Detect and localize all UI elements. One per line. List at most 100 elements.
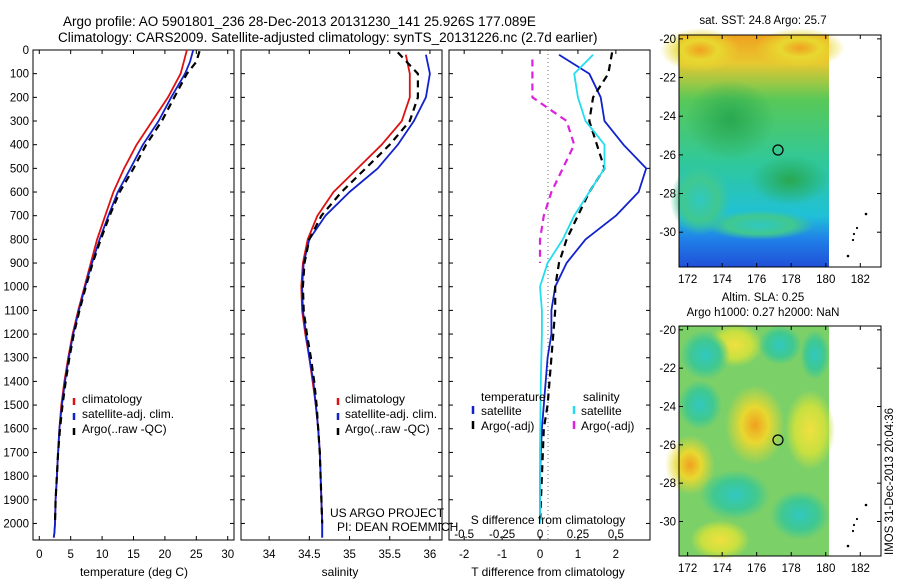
salinity-difference-top-ticks: -0.5 -0.25 0 0.25 0.5 bbox=[454, 529, 624, 541]
y-tick-label: 200 bbox=[10, 92, 29, 104]
sla-low-patch bbox=[678, 380, 722, 430]
difference-top-xlabel: S difference from climatology bbox=[471, 513, 626, 527]
series-line-argo-raw-qc- bbox=[301, 51, 419, 524]
x-tick-label: 5 bbox=[67, 549, 73, 561]
credit-line1: US ARGO PROJECT bbox=[330, 506, 445, 520]
salinity-panel: 34 34.5 35 35.5 36 climatology satellite-adj… bbox=[240, 49, 458, 579]
legend-label-argo: Argo(..raw -QC) bbox=[345, 422, 430, 436]
island-dot bbox=[851, 529, 855, 533]
difference-xlabel: T difference from climatology bbox=[471, 565, 625, 579]
island-dot bbox=[852, 523, 856, 527]
series-line-satellite bbox=[539, 54, 606, 524]
top-tick-label: 0 bbox=[537, 529, 543, 541]
x-tick-label: 180 bbox=[816, 274, 835, 286]
x-tick-label: -2 bbox=[459, 549, 469, 561]
temperature-xlabel: temperature (deg C) bbox=[80, 565, 188, 579]
y-tick-label: 0 bbox=[23, 45, 29, 57]
y-tick-label: -26 bbox=[659, 150, 676, 162]
legend-label-argo: Argo(..raw -QC) bbox=[82, 422, 167, 436]
sst-map-frame bbox=[678, 34, 882, 268]
temperature-panel: 0100200300400500600700800900100011001200… bbox=[3, 45, 235, 579]
x-tick-label: 34.5 bbox=[298, 549, 320, 561]
argo-location-marker bbox=[772, 144, 784, 156]
sst-green-patch bbox=[685, 80, 775, 160]
y-tick-label: 800 bbox=[10, 234, 29, 246]
x-tick-label: 25 bbox=[190, 549, 203, 561]
y-tick-label: 400 bbox=[10, 140, 29, 152]
sla-low-patch bbox=[758, 325, 802, 365]
x-tick-label: 35 bbox=[343, 549, 356, 561]
sla-map-title: Altim. SLA: 0.25 bbox=[722, 292, 804, 304]
salinity-xlabel: salinity bbox=[322, 565, 359, 579]
sst-map-title: sat. SST: 24.8 Argo: 25.7 bbox=[699, 15, 826, 27]
y-tick-label: -22 bbox=[659, 73, 676, 85]
x-tick-label: 176 bbox=[747, 274, 766, 286]
x-tick-label: 178 bbox=[782, 563, 801, 575]
island-dot bbox=[846, 254, 850, 258]
sst-map-field bbox=[660, 28, 845, 267]
y-tick-label: -24 bbox=[659, 402, 676, 414]
sla-map-subtitle: Argo h1000: 0.27 h2000: NaN bbox=[687, 307, 840, 319]
sla-high-patch bbox=[665, 435, 715, 495]
x-tick-label: 172 bbox=[678, 274, 697, 286]
sla-low-patch bbox=[800, 330, 830, 380]
x-tick-label: 35.5 bbox=[379, 549, 401, 561]
y-tick-label: 1000 bbox=[3, 282, 29, 294]
x-tick-label: 0 bbox=[36, 549, 42, 561]
temperature-series bbox=[52, 49, 201, 538]
y-tick-label: 2000 bbox=[3, 518, 29, 530]
legend-header-salinity: salinity bbox=[583, 390, 620, 404]
legend-label-satellite: satellite-adj. clim. bbox=[82, 407, 174, 421]
x-tick-label: 1 bbox=[575, 549, 581, 561]
salinity-axis-ticks: 34 34.5 35 35.5 36 bbox=[241, 49, 442, 561]
sst-green-patch bbox=[750, 155, 830, 205]
y-tick-label: 300 bbox=[10, 116, 29, 128]
sla-map-frame bbox=[678, 325, 882, 557]
island-dots bbox=[846, 503, 868, 548]
x-tick-label: 2 bbox=[613, 549, 619, 561]
y-tick-label: -30 bbox=[659, 227, 676, 239]
y-tick-label: 1100 bbox=[4, 305, 29, 317]
legend-label-s-argo: Argo(-adj) bbox=[581, 419, 634, 433]
sst-cyan-patch bbox=[705, 210, 815, 240]
sla-map-panel: Altim. SLA: 0.25 Argo h1000: 0.27 h2000:… bbox=[659, 292, 882, 575]
island-dot bbox=[846, 544, 850, 548]
sla-high-patch bbox=[690, 520, 750, 560]
y-tick-label: 1500 bbox=[3, 400, 29, 412]
y-tick-label: -30 bbox=[659, 517, 676, 529]
sla-low-patch bbox=[700, 470, 770, 520]
imos-timestamp-label: IMOS 31-Dec-2013 20:04:36 bbox=[884, 408, 896, 555]
island-dots bbox=[846, 212, 868, 258]
series-line-climatology bbox=[52, 49, 188, 538]
y-tick-label: -28 bbox=[659, 189, 676, 201]
difference-series bbox=[531, 52, 648, 524]
temperature-legend: climatology satellite-adj. clim. Argo(..… bbox=[72, 392, 174, 436]
top-tick-label: -0.5 bbox=[454, 529, 474, 541]
y-tick-label: -20 bbox=[659, 34, 676, 46]
island-dot bbox=[864, 503, 868, 507]
series-line-satellite bbox=[539, 53, 648, 524]
salinity-plot-frame bbox=[240, 49, 443, 541]
temperature-plot-frame bbox=[32, 49, 235, 541]
y-tick-label: -26 bbox=[659, 440, 676, 452]
y-tick-label: -22 bbox=[659, 363, 676, 375]
x-tick-label: 10 bbox=[96, 549, 109, 561]
x-tick-label: 180 bbox=[816, 563, 835, 575]
y-tick-label: 900 bbox=[10, 258, 29, 270]
difference-plot-frame bbox=[448, 49, 651, 541]
sla-map-field bbox=[665, 323, 835, 560]
y-tick-label: 1300 bbox=[3, 353, 29, 365]
legend-label-t-satellite: satellite bbox=[481, 404, 522, 418]
y-tick-label: 100 bbox=[10, 69, 29, 81]
x-tick-label: 0 bbox=[537, 549, 543, 561]
x-tick-label: 178 bbox=[782, 274, 801, 286]
sla-high-patch bbox=[785, 390, 835, 470]
x-tick-label: 30 bbox=[221, 549, 234, 561]
series-line-argo-adj- bbox=[531, 59, 576, 263]
series-line-argo-adj- bbox=[538, 52, 614, 524]
legend-label-t-argo: Argo(-adj) bbox=[481, 419, 534, 433]
legend-label-climatology: climatology bbox=[82, 392, 142, 406]
salinity-series bbox=[300, 51, 431, 538]
legend-label-satellite: satellite-adj. clim. bbox=[345, 407, 437, 421]
